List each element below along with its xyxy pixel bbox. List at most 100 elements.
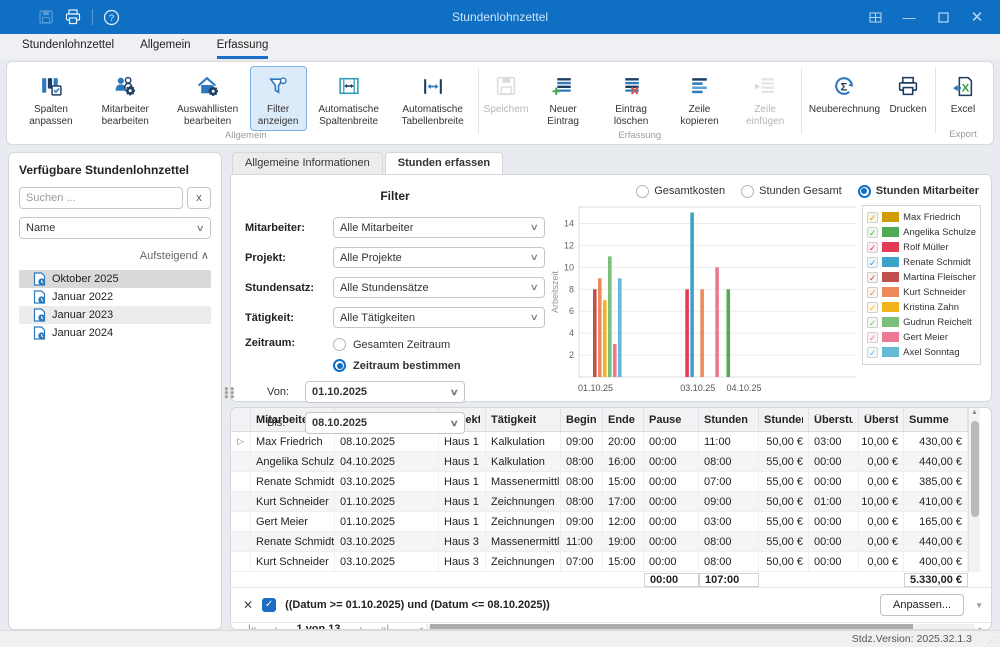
chart-mode-stunden-mitarbeiter[interactable]: Stunden Mitarbeiter	[857, 183, 979, 199]
column-header-summe[interactable]: Summe	[904, 408, 968, 431]
von-date-select[interactable]: 01.10.2025 ∨	[305, 381, 465, 403]
chart-mode-gesamtkosten[interactable]: Gesamtkosten	[636, 183, 725, 199]
table-row[interactable]: Angelika Schulze 04.10.2025 Haus 1 Kalkulat…	[231, 452, 968, 472]
table-row[interactable]: Kurt Schneider 01.10.2025 Haus 1 Zeichnunge…	[231, 492, 968, 512]
save-quick-icon[interactable]	[38, 9, 54, 25]
column-header-stunden[interactable]: Stunden	[699, 408, 759, 431]
legend-checkbox[interactable]: ✓	[867, 226, 879, 238]
minimize-button[interactable]: —	[902, 9, 916, 25]
scroll-up-icon[interactable]: ▲	[971, 409, 978, 416]
maximize-button[interactable]	[926, 3, 960, 31]
dock-window-icon[interactable]	[858, 3, 892, 31]
neuer-eintrag-button[interactable]: Neuer Eintrag	[531, 66, 596, 131]
search-clear-button[interactable]: x	[187, 187, 211, 209]
scrollbar-thumb[interactable]	[970, 421, 979, 517]
filter-dropdown-icon[interactable]: ▼	[975, 600, 983, 610]
column-header-überstu[interactable]: Überstu	[809, 408, 859, 431]
close-button[interactable]: ✕	[970, 9, 984, 26]
legend-checkbox[interactable]: ✓	[867, 211, 879, 223]
radio-zeitraum-bestimmen[interactable]: Zeitraum bestimmen	[333, 359, 461, 372]
column-header-beginn[interactable]: Beginn	[561, 408, 603, 431]
legend-checkbox[interactable]: ✓	[867, 286, 879, 298]
column-header-ende[interactable]: Ende	[603, 408, 644, 431]
tab-allgemeine-informationen[interactable]: Allgemeine Informationen	[232, 152, 383, 174]
legend-item-max-friedrich[interactable]: ✓ Max Friedrich	[867, 211, 976, 224]
sheet-item-januar-2023[interactable]: Januar 2023	[19, 306, 211, 324]
cell: Haus 1	[439, 452, 486, 471]
radio-gesamten-zeitraum[interactable]: Gesamten Zeitraum	[333, 338, 461, 351]
print-quick-icon[interactable]	[64, 8, 82, 26]
legend-item-gudrun-reichelt[interactable]: ✓ Gudrun Reichelt	[867, 316, 976, 329]
filter-select-stundensatz[interactable]: Alle Stundensätze ∨	[333, 277, 545, 298]
column-header-stunden[interactable]: Stunden	[759, 408, 809, 431]
filter-select-mitarbeiter[interactable]: Alle Mitarbeiter ∨	[333, 217, 545, 238]
anpassen-button[interactable]: Anpassen...	[879, 594, 965, 616]
legend-checkbox[interactable]: ✓	[867, 301, 879, 313]
auswahllisten-bearbeiten-button[interactable]: Auswahllisten bearbeiten	[166, 66, 250, 131]
excel-button[interactable]: X Excel	[939, 66, 987, 119]
scroll-right-icon[interactable]: ►	[977, 624, 985, 630]
scroll-left-icon[interactable]: ◄	[416, 624, 424, 630]
sheet-item-oktober-2025[interactable]: Oktober 2025	[19, 270, 211, 288]
legend-item-axel-sonntag[interactable]: ✓ Axel Sonntag	[867, 346, 976, 359]
vertical-scrollbar[interactable]: ▲	[968, 408, 980, 572]
menu-tab-stundenlohnzettel[interactable]: Stundenlohnzettel	[22, 39, 115, 51]
legend-item-kristina-zahn[interactable]: ✓ Kristina Zahn	[867, 301, 976, 314]
table-row[interactable]: Renate Schmidt 03.10.2025 Haus 1 Massenermi…	[231, 472, 968, 492]
remove-filter-icon[interactable]: ✕	[243, 598, 254, 612]
zeile-kopieren-button[interactable]: Zeile kopieren	[667, 66, 733, 131]
sheet-item-januar-2022[interactable]: Januar 2022	[19, 288, 211, 306]
menu-tab-erfassung[interactable]: Erfassung	[216, 39, 269, 59]
splitter-grip[interactable]: ●● ●● ●●	[224, 384, 236, 401]
legend-checkbox[interactable]: ✓	[867, 346, 879, 358]
help-icon[interactable]: ?	[103, 9, 120, 26]
legend-item-angelika-schulze[interactable]: ✓ Angelika Schulze	[867, 226, 976, 239]
prev-page-button[interactable]: ‹	[274, 623, 278, 630]
filter-enabled-checkbox[interactable]: ✓	[262, 598, 277, 612]
legend-checkbox[interactable]: ✓	[867, 331, 879, 343]
automatische-spaltenbreite-button[interactable]: Automatische Spaltenbreite	[307, 66, 391, 131]
horizontal-scrollbar[interactable]: ◄ ►	[416, 623, 985, 630]
column-header-tätigkeit[interactable]: Tätigkeit	[486, 408, 561, 431]
search-input[interactable]	[19, 187, 183, 209]
legend-item-kurt-schneider[interactable]: ✓ Kurt Schneider	[867, 286, 976, 299]
eintrag-löschen-button[interactable]: Eintrag löschen	[595, 66, 666, 131]
legend-checkbox[interactable]: ✓	[867, 241, 879, 253]
legend-item-renate-schmidt[interactable]: ✓ Renate Schmidt	[867, 256, 976, 269]
first-page-button[interactable]: |«	[248, 623, 257, 630]
sheet-item-januar-2024[interactable]: Januar 2024	[19, 324, 211, 342]
tab-stunden-erfassen[interactable]: Stunden erfassen	[384, 152, 504, 174]
mitarbeiter-bearbeiten-button[interactable]: Mitarbeiter bearbeiten	[85, 66, 166, 131]
sort-field-select[interactable]: Name ∨	[19, 217, 211, 239]
legend-item-martina-fleischer[interactable]: ✓ Martina Fleischer	[867, 271, 976, 284]
drucken-button[interactable]: Drucken	[884, 66, 932, 119]
legend-checkbox[interactable]: ✓	[867, 316, 879, 328]
row-marker	[231, 472, 251, 491]
table-row[interactable]: ▷ Max Friedrich 08.10.2025 Haus 1 Kalkulatio…	[231, 432, 968, 452]
legend-item-gert-meier[interactable]: ✓ Gert Meier	[867, 331, 976, 344]
legend-checkbox[interactable]: ✓	[867, 271, 879, 283]
legend-item-rolf-müller[interactable]: ✓ Rolf Müller	[867, 241, 976, 254]
last-page-button[interactable]: »|	[380, 623, 390, 630]
chart-mode-stunden-gesamt[interactable]: Stunden Gesamt	[741, 183, 842, 199]
menu-tab-allgemein[interactable]: Allgemein	[140, 39, 191, 51]
filter-select-projekt[interactable]: Alle Projekte ∨	[333, 247, 545, 268]
cell: 00:00	[809, 512, 859, 531]
neuberechnung-button[interactable]: Σ Neuberechnung	[805, 66, 884, 119]
filter-anzeigen-button[interactable]: Filter anzeigen	[249, 66, 307, 131]
table-row[interactable]: Gert Meier 01.10.2025 Haus 1 Zeichnungen 09:…	[231, 512, 968, 532]
svg-text:01.10.25: 01.10.25	[578, 383, 613, 393]
spalten-anpassen-button[interactable]: Spalten anpassen	[17, 66, 85, 131]
table-row[interactable]: Renate Schmidt 03.10.2025 Haus 3 Massenermi…	[231, 532, 968, 552]
legend-checkbox[interactable]: ✓	[867, 256, 879, 268]
next-page-button[interactable]: ›	[359, 623, 363, 630]
table-row[interactable]: Kurt Schneider 03.10.2025 Haus 3 Zeichnunge…	[231, 552, 968, 572]
column-header-überstunde[interactable]: Überstunde	[859, 408, 904, 431]
sort-order-toggle[interactable]: Aufsteigend ∧	[139, 250, 209, 262]
resize-grip[interactable]: ⋰	[988, 636, 997, 645]
automatische-tabellenbreite-button[interactable]: Automatische Tabellenbreite	[391, 66, 475, 131]
hscrollbar-thumb[interactable]	[429, 623, 914, 629]
bis-date-select[interactable]: 08.10.2025 ∨	[305, 412, 465, 434]
column-header-pause[interactable]: Pause	[644, 408, 699, 431]
filter-select-tätigkeit[interactable]: Alle Tätigkeiten ∨	[333, 307, 545, 328]
